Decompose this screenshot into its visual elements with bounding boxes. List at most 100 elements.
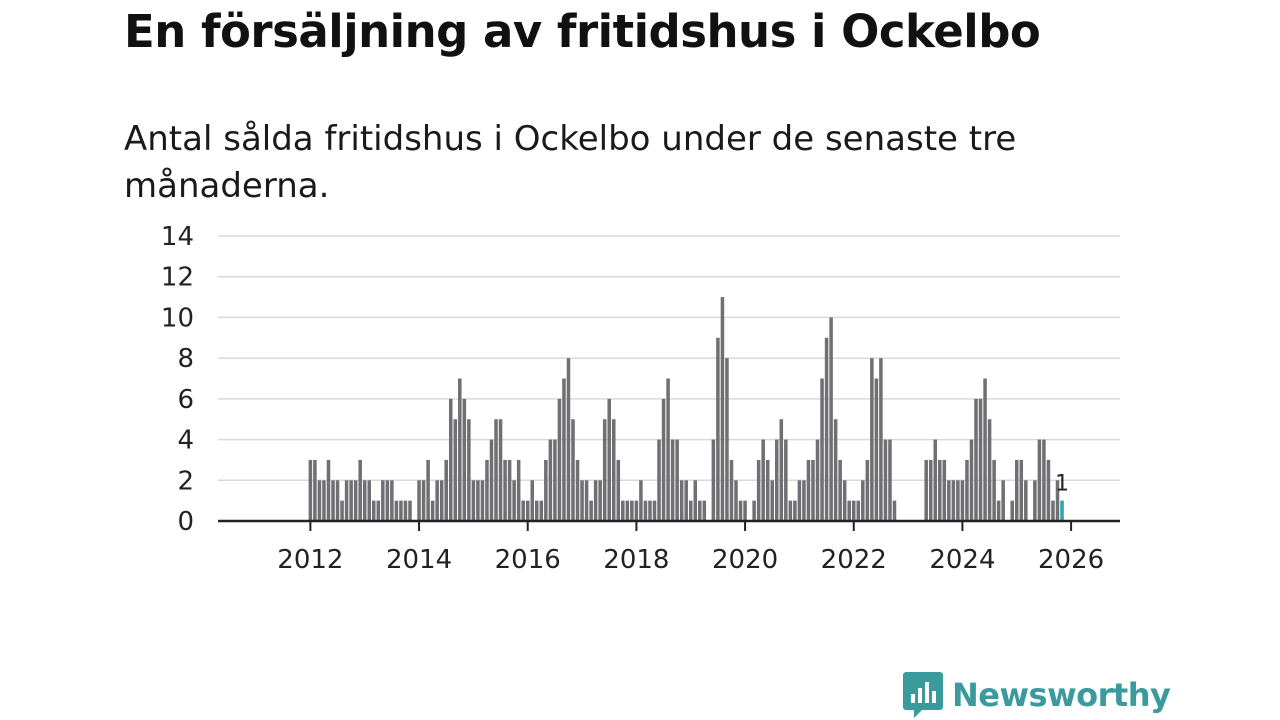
bar <box>797 480 802 521</box>
bar <box>548 439 553 521</box>
bar <box>788 500 793 521</box>
bar <box>453 419 458 521</box>
bar <box>589 500 593 521</box>
bar <box>1001 480 1005 521</box>
bar <box>978 398 983 521</box>
bar <box>956 480 960 521</box>
bar <box>462 398 467 521</box>
bar <box>630 500 634 521</box>
bar <box>648 500 652 521</box>
bar <box>765 459 770 521</box>
x-tick-label: 2018 <box>603 545 669 575</box>
bar <box>1037 439 1042 521</box>
x-tick-label: 2012 <box>277 545 343 575</box>
bar <box>394 500 399 521</box>
bar <box>688 500 693 521</box>
bar <box>775 439 779 521</box>
bar <box>942 459 947 521</box>
last-value-label: 1 <box>1055 472 1069 497</box>
bar <box>960 480 965 521</box>
bar <box>331 480 335 521</box>
bar <box>448 398 453 521</box>
bar <box>326 459 331 521</box>
bar <box>607 398 611 521</box>
bar <box>480 480 485 521</box>
bar <box>833 419 838 521</box>
bar <box>390 480 394 521</box>
bar <box>874 378 879 521</box>
bar <box>711 439 716 521</box>
x-tick-label: 2016 <box>495 545 561 575</box>
bar <box>381 480 385 521</box>
bar <box>738 500 743 521</box>
bar <box>1033 480 1037 521</box>
bar <box>362 480 367 521</box>
bar <box>856 500 861 521</box>
bar <box>761 439 765 521</box>
chart-subtitle: Antal sålda fritidshus i Ockelbo under d… <box>124 119 1017 206</box>
bar <box>820 378 824 521</box>
x-axis: 2012 2014 2016 2018 2020 2022 2024 2026 <box>218 519 1120 575</box>
bar <box>1042 439 1046 521</box>
y-tick-label: 4 <box>177 426 194 456</box>
bar <box>639 480 643 521</box>
bar <box>494 419 498 521</box>
newsworthy-logo: Newsworthy <box>902 670 1171 720</box>
bar <box>444 459 448 521</box>
bar <box>698 500 702 521</box>
bar <box>376 500 381 521</box>
bar <box>512 480 516 521</box>
bar <box>784 439 788 521</box>
bar <box>829 317 833 521</box>
bar <box>729 459 734 521</box>
bar <box>643 500 648 521</box>
bar <box>580 480 584 521</box>
bar <box>802 480 806 521</box>
bar <box>938 459 942 521</box>
bar <box>811 459 815 521</box>
y-tick-label: 6 <box>177 385 194 415</box>
bar <box>489 439 494 521</box>
bar <box>430 500 435 521</box>
bar <box>847 500 851 521</box>
bar <box>824 337 829 521</box>
bar <box>458 378 462 521</box>
bar <box>661 398 666 521</box>
bar <box>770 480 774 521</box>
bar <box>521 500 525 521</box>
newsworthy-logo-icon <box>903 672 943 718</box>
bar <box>621 500 625 521</box>
bar <box>657 439 661 521</box>
bar <box>861 480 865 521</box>
bar <box>611 419 616 521</box>
bar <box>399 500 403 521</box>
bar <box>1060 500 1064 521</box>
bar <box>666 378 670 521</box>
bar <box>842 480 847 521</box>
bar <box>693 480 698 521</box>
bar <box>553 439 557 521</box>
bar <box>467 419 471 521</box>
bar <box>358 459 362 521</box>
bar <box>507 459 512 521</box>
bar <box>426 459 430 521</box>
bar <box>1024 480 1028 521</box>
bar <box>385 480 390 521</box>
bar <box>403 500 408 521</box>
bar <box>933 439 938 521</box>
gridlines <box>218 235 1120 482</box>
bar <box>566 358 571 521</box>
bar <box>340 500 344 521</box>
bar <box>851 500 856 521</box>
bar <box>720 297 725 521</box>
x-tick-label: 2024 <box>929 545 995 575</box>
bar <box>476 480 480 521</box>
bar <box>435 480 439 521</box>
bar <box>625 500 630 521</box>
bar <box>557 398 562 521</box>
bar <box>308 459 313 521</box>
bar <box>992 459 996 521</box>
bar <box>322 480 326 521</box>
bar <box>1014 459 1019 521</box>
